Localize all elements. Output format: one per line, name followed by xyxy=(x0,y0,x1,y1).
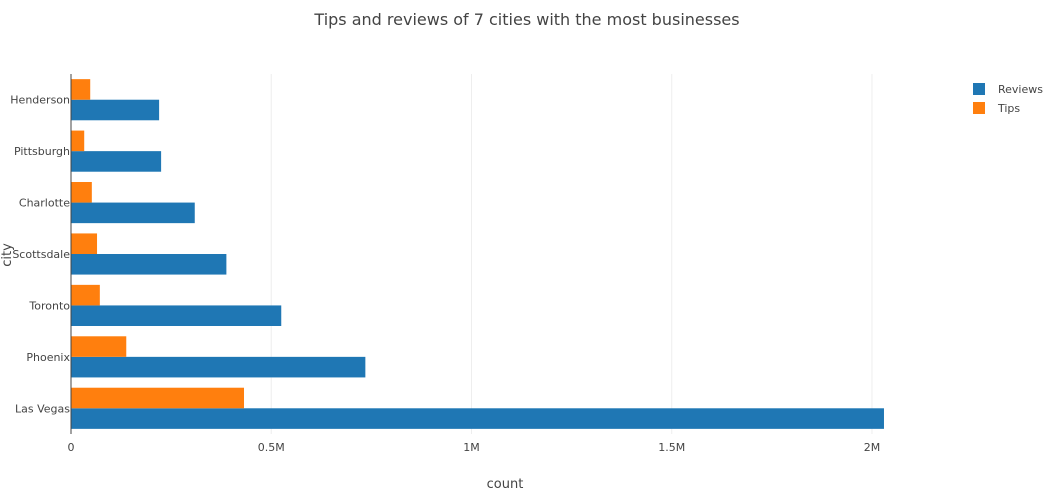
tips-bar-scottsdale[interactable] xyxy=(71,233,98,254)
y-tick-labels: Las Vegas Phoenix Toronto Scottsdale Charlot… xyxy=(10,94,70,416)
chart-title: Tips and reviews of 7 cities with the mo… xyxy=(313,10,739,29)
legend-swatch-tips[interactable] xyxy=(973,102,985,114)
reviews-bar-toronto[interactable] xyxy=(71,305,282,326)
y-tick-label: Henderson xyxy=(10,94,70,107)
tips-bar-phoenix[interactable] xyxy=(71,336,127,357)
tips-bar-henderson[interactable] xyxy=(71,79,91,100)
reviews-bar-las-vegas[interactable] xyxy=(71,408,884,429)
y-tick-label: Las Vegas xyxy=(15,402,70,415)
legend-swatch-reviews[interactable] xyxy=(973,83,985,95)
y-axis-title: city xyxy=(0,243,15,267)
reviews-bar-henderson[interactable] xyxy=(71,99,160,121)
legend-label-reviews[interactable]: Reviews xyxy=(998,83,1043,96)
reviews-bar-phoenix[interactable] xyxy=(71,356,366,378)
legend-label-tips[interactable]: Tips xyxy=(997,102,1020,115)
gridlines xyxy=(270,74,873,434)
x-tick-label: 2M xyxy=(864,441,881,454)
y-tick-label: Toronto xyxy=(28,299,70,312)
x-tick-label: 1.5M xyxy=(658,441,685,454)
tips-bar-charlotte[interactable] xyxy=(71,182,92,203)
reviews-bar-pittsburgh[interactable] xyxy=(71,151,162,172)
reviews-bar-scottsdale[interactable] xyxy=(71,254,227,275)
reviews-bar-charlotte[interactable] xyxy=(71,202,195,224)
x-tick-label: 0.5M xyxy=(258,441,285,454)
x-axis-title: count xyxy=(487,477,524,488)
y-tick-label: Charlotte xyxy=(19,197,70,210)
legend: Reviews Tips xyxy=(973,83,1043,115)
tips-bar-pittsburgh[interactable] xyxy=(71,130,85,152)
y-tick-label: Pittsburgh xyxy=(14,145,70,158)
x-tick-label: 1M xyxy=(463,441,480,454)
x-tick-labels: 0 0.5M 1M 1.5M 2M xyxy=(68,441,881,454)
y-tick-label: Phoenix xyxy=(26,351,70,364)
y-tick-label: Scottsdale xyxy=(12,248,70,261)
bars xyxy=(71,79,884,429)
tips-bar-las-vegas[interactable] xyxy=(71,387,245,409)
x-tick-label: 0 xyxy=(68,441,75,454)
tips-bar-toronto[interactable] xyxy=(71,284,100,306)
